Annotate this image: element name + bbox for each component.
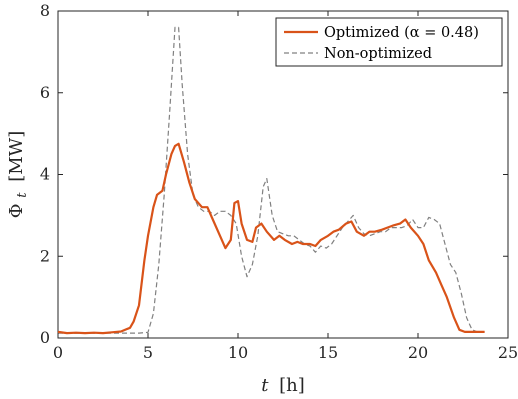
y-tick-label-2: 2 bbox=[40, 246, 50, 265]
ticks-layer: 0 5 10 15 20 25 0 2 4 6 8 bbox=[40, 1, 518, 362]
x-tick-label-0: 0 bbox=[53, 343, 63, 362]
x-tick-label-25: 25 bbox=[498, 343, 518, 362]
legend: Optimized (α = 0.48) Non-optimized bbox=[275, 17, 503, 67]
x-axis-symbol: t bbox=[261, 375, 269, 396]
y-axis-label: Φ t [MW] bbox=[6, 131, 31, 218]
series-line-optimized bbox=[57, 142, 485, 335]
y-tick-label-8: 8 bbox=[40, 1, 50, 20]
legend-box bbox=[275, 17, 503, 67]
series-line-non-optimized bbox=[58, 26, 485, 334]
x-axis-unit: [h] bbox=[279, 375, 305, 396]
y-tick-label-6: 6 bbox=[40, 83, 50, 102]
x-axis-label: t [h] bbox=[261, 375, 305, 396]
x-tick-label-20: 20 bbox=[408, 343, 428, 362]
x-tick-label-15: 15 bbox=[318, 343, 338, 362]
y-axis-unit: [MW] bbox=[6, 131, 27, 182]
legend-label-non-optimized: Non-optimized bbox=[324, 46, 432, 62]
y-axis-symbol: Φ bbox=[6, 203, 27, 218]
y-tick-label-0: 0 bbox=[40, 328, 50, 347]
x-tick-label-5: 5 bbox=[143, 343, 153, 362]
series-layer bbox=[57, 26, 485, 335]
x-tick-label-10: 10 bbox=[228, 343, 248, 362]
legend-label-optimized: Optimized (α = 0.48) bbox=[324, 25, 479, 41]
y-axis-subscript: t bbox=[15, 192, 30, 198]
y-tick-label-4: 4 bbox=[40, 165, 50, 184]
